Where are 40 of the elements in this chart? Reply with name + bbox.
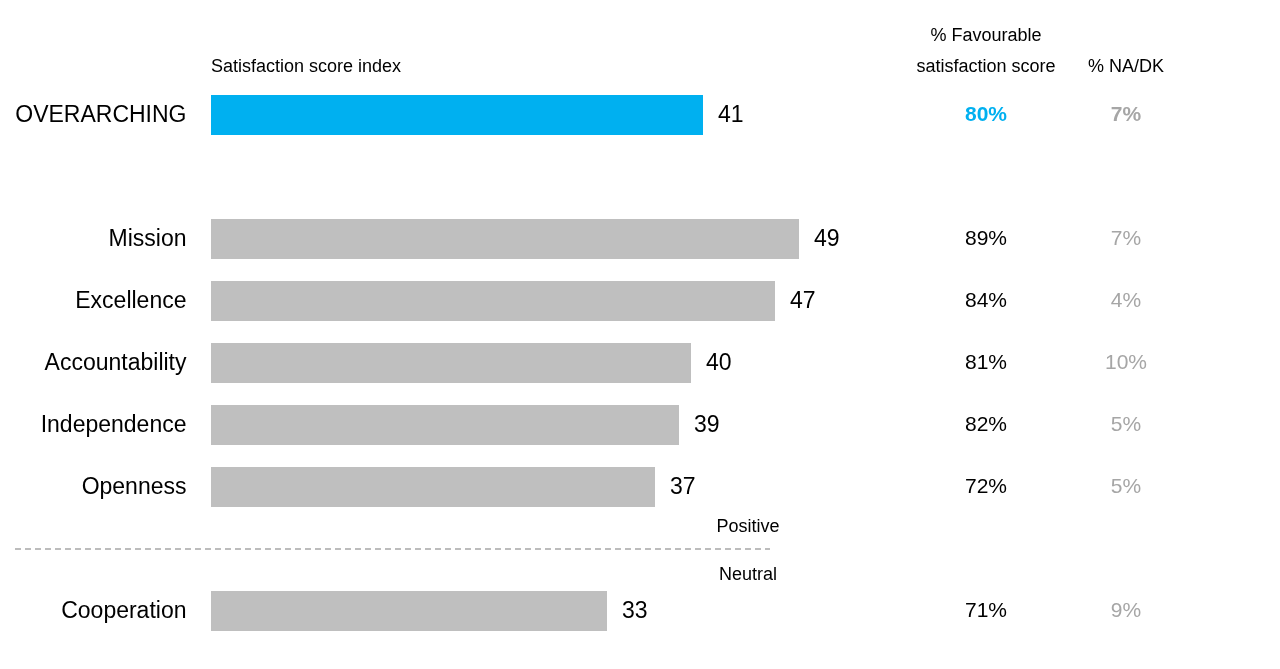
- bar: [211, 405, 679, 445]
- text: 71%: [964, 598, 1008, 621]
- text: 82%: [964, 412, 1008, 435]
- y-tick-label: Accountability: [44, 349, 187, 375]
- data-label: 47: [790, 287, 816, 313]
- data-label: 37: [670, 473, 696, 499]
- text: % Favourable satisfaction score: [916, 25, 1056, 76]
- text: 5%: [1110, 412, 1142, 435]
- x-axis-title: Satisfaction score index: [211, 56, 402, 76]
- text: 89%: [964, 226, 1008, 249]
- text: 9%: [1110, 598, 1142, 621]
- y-tick-label: Openness: [81, 473, 187, 499]
- text: 84%: [964, 288, 1008, 311]
- data-label: 40: [706, 349, 732, 375]
- text: 81%: [964, 350, 1008, 373]
- bar: [211, 219, 799, 259]
- y-tick-label: Mission: [108, 225, 187, 251]
- bar: [211, 591, 607, 631]
- bar: [211, 281, 775, 321]
- bar: [211, 467, 655, 507]
- data-label: 41: [718, 101, 744, 127]
- data-label: 49: [814, 225, 840, 251]
- text: 7%: [1110, 226, 1142, 249]
- data-label: 39: [694, 411, 720, 437]
- text: 5%: [1110, 474, 1142, 497]
- text: 72%: [964, 474, 1008, 497]
- y-tick-label: Independence: [40, 411, 187, 437]
- bar: [211, 95, 703, 135]
- y-tick-label: OVERARCHING: [15, 101, 187, 127]
- data-label: 33: [622, 597, 648, 623]
- text: % NA/DK: [1087, 56, 1165, 76]
- text: 7%: [1110, 102, 1142, 125]
- text: 10%: [1104, 350, 1148, 373]
- text: 4%: [1110, 288, 1142, 311]
- annotation: Neutral: [718, 564, 778, 584]
- text: Positive: [716, 516, 780, 536]
- y-tick-label: Excellence: [75, 287, 187, 313]
- y-tick-label: Cooperation: [61, 597, 187, 623]
- bar: [211, 343, 691, 383]
- text: 80%: [964, 102, 1008, 125]
